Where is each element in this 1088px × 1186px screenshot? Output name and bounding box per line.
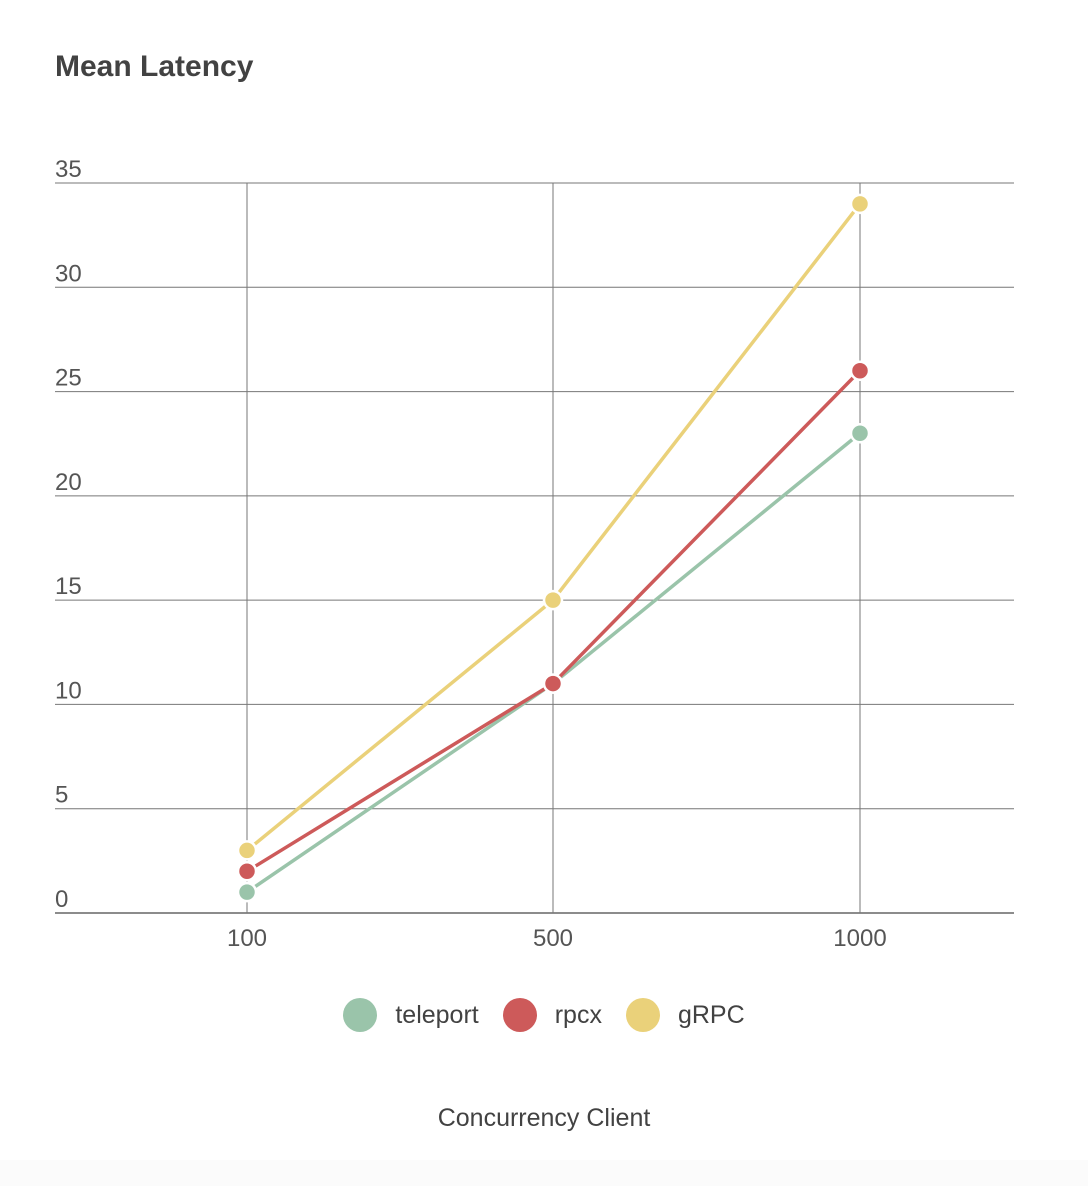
- data-point[interactable]: [236, 881, 258, 903]
- data-point[interactable]: [542, 589, 564, 611]
- y-tick-label: 10: [55, 677, 82, 704]
- x-tick-label: 1000: [833, 925, 886, 952]
- legend-label: gRPC: [677, 1000, 745, 1029]
- series-gRPC: [236, 193, 871, 861]
- legend-item-gRPC[interactable]: gRPC: [625, 998, 745, 1032]
- y-tick-label: 20: [55, 469, 82, 496]
- y-tick-label: 35: [55, 156, 82, 183]
- data-point[interactable]: [542, 673, 564, 694]
- series-rpcx: [236, 360, 871, 882]
- legend-swatch: [502, 998, 537, 1032]
- legend: teleport rpcx gRPC: [0, 998, 1088, 1032]
- legend-item-teleport[interactable]: teleport: [343, 998, 479, 1032]
- data-point[interactable]: [236, 840, 258, 861]
- x-tick-label: 100: [227, 925, 267, 952]
- data-point[interactable]: [849, 423, 871, 444]
- grid: [55, 182, 1014, 914]
- data-point[interactable]: [236, 861, 258, 882]
- series-lines: [236, 193, 871, 903]
- legend-item-rpcx[interactable]: rpcx: [502, 998, 602, 1032]
- x-axis-ticks: 100 500 1000: [227, 925, 887, 952]
- line-chart: 0 5 10 15 20 25 30 35 100 500 1000: [55, 156, 1014, 952]
- data-point[interactable]: [849, 193, 871, 215]
- y-tick-label: 15: [55, 573, 82, 600]
- chart-title: Mean Latency: [55, 50, 254, 83]
- x-tick-label: 500: [533, 925, 573, 952]
- legend-swatch: [343, 998, 378, 1032]
- y-tick-label: 0: [55, 886, 68, 913]
- y-tick-label: 25: [55, 365, 82, 392]
- chart-card: Mean Latency 0 5 10 15 20 25 30 35 100 500 1000 t…: [0, 50, 1088, 1132]
- legend-swatch: [625, 998, 660, 1032]
- data-point[interactable]: [849, 360, 871, 381]
- y-tick-label: 5: [55, 782, 68, 809]
- y-tick-label: 30: [55, 260, 82, 287]
- y-axis-ticks: 0 5 10 15 20 25 30 35: [55, 156, 82, 913]
- x-axis-label: Concurrency Client: [437, 1104, 651, 1132]
- legend-label: teleport: [395, 1000, 479, 1029]
- legend-label: rpcx: [554, 1000, 602, 1029]
